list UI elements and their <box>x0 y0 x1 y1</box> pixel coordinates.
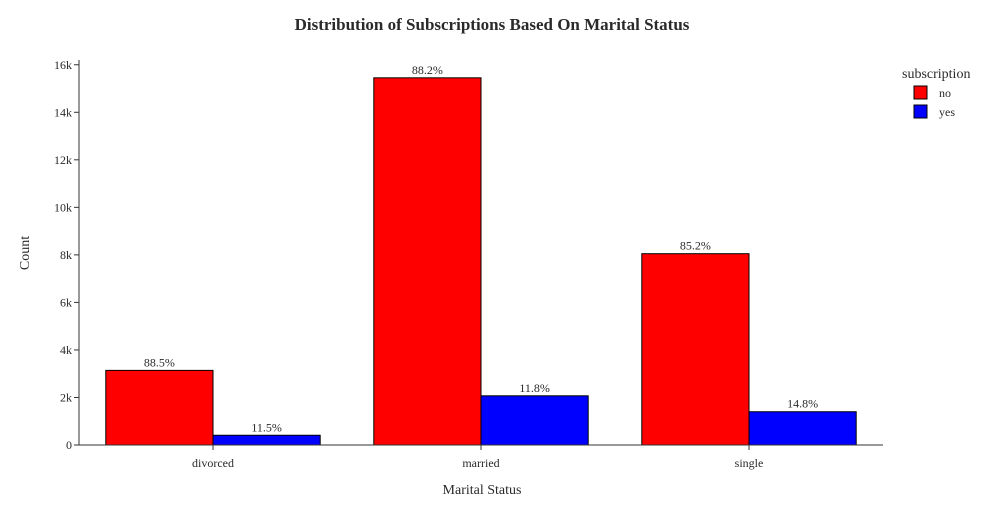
bar-no-divorced <box>105 369 214 446</box>
bar-yes-divorced <box>212 434 321 446</box>
x-tick-label-married: married <box>462 456 499 470</box>
bar-label-yes-married: 11.8% <box>519 381 550 395</box>
y-tick-label: 2k <box>60 390 72 404</box>
bar-label-no-divorced: 88.5% <box>144 355 175 369</box>
y-tick-label: 10k <box>54 200 72 214</box>
bar-no-single <box>641 253 750 446</box>
plot-area: 88.5% 11.5% 88.2% 11.8% 85.2% 14.8% <box>105 63 857 446</box>
legend: subscription no yes <box>902 67 970 119</box>
y-tick-label: 8k <box>60 248 72 262</box>
bar-label-yes-single: 14.8% <box>787 397 818 411</box>
bar-yes-married <box>480 395 589 446</box>
chart-title: Distribution of Subscriptions Based On M… <box>295 15 690 34</box>
bar-label-no-married: 88.2% <box>412 63 443 77</box>
legend-swatch-no <box>913 85 928 100</box>
y-axis-title: Count <box>18 236 33 270</box>
y-tick-label: 6k <box>60 295 72 309</box>
y-axis: 0 2k 4k 6k 8k 10k 12k 14k 16k <box>54 58 80 452</box>
y-tick-label: 4k <box>60 343 72 357</box>
legend-label-yes: yes <box>939 105 955 119</box>
y-tick-label: 0 <box>66 438 72 452</box>
legend-title: subscription <box>902 67 970 82</box>
bar-label-yes-divorced: 11.5% <box>251 420 282 434</box>
y-tick-label: 12k <box>54 153 72 167</box>
x-tick-label-divorced: divorced <box>192 456 234 470</box>
x-tick-label-single: single <box>735 456 764 470</box>
legend-label-no: no <box>939 86 951 100</box>
bar-no-married <box>373 77 482 446</box>
y-tick-label: 14k <box>54 105 72 119</box>
x-axis-title: Marital Status <box>443 483 522 498</box>
legend-swatch-yes <box>913 104 928 119</box>
bar-yes-single <box>748 411 857 446</box>
x-axis: divorced married single <box>79 444 883 470</box>
bar-label-no-single: 85.2% <box>680 239 711 253</box>
y-tick-label: 16k <box>54 58 72 72</box>
